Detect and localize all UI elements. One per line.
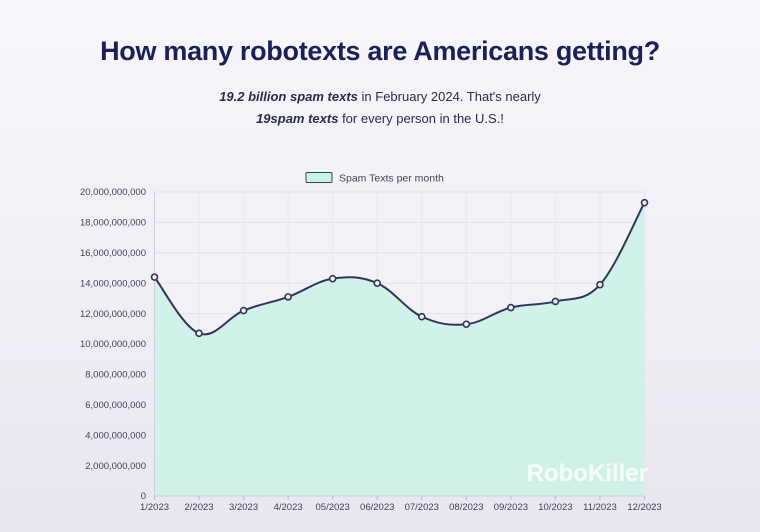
x-axis-label: 09/2023: [494, 502, 528, 513]
legend-swatch[interactable]: [305, 172, 333, 183]
x-axis-label: 3/2023: [229, 502, 258, 513]
x-axis-label: 11/2023: [583, 502, 617, 513]
x-axis-label: 4/2023: [274, 502, 303, 513]
subtitle-line-2: 19spam texts for every person in the U.S…: [0, 111, 760, 127]
axes: [154, 192, 645, 497]
y-axis-label: 20,000,000,000: [80, 187, 146, 198]
subtitle-rest-2: for every person in the U.S.!: [338, 111, 504, 126]
subtitle-emphasis-2: 19spam texts: [256, 111, 339, 126]
y-axis-label: 6,000,000,000: [85, 400, 146, 411]
y-axis-label: 18,000,000,000: [80, 218, 146, 229]
data-point[interactable]: [284, 293, 292, 301]
area-series: [153, 202, 646, 496]
robokiller-watermark: RoboKiller: [527, 460, 648, 487]
subtitle-line-1: 19.2 billion spam texts in February 2024…: [0, 89, 760, 105]
x-axis-label: 12/2023: [627, 502, 661, 513]
data-point[interactable]: [551, 297, 560, 306]
x-axis-label: 2/2023: [185, 502, 214, 513]
y-axis-label: 12,000,000,000: [80, 309, 146, 320]
data-point[interactable]: [640, 198, 649, 207]
x-axis-label: 07/2023: [405, 502, 439, 513]
x-axis-label: 05/2023: [316, 502, 350, 513]
y-axis-label: 2,000,000,000: [85, 461, 146, 472]
data-point[interactable]: [417, 312, 426, 321]
subtitle-rest-1: in February 2024. That's nearly: [357, 89, 541, 104]
y-axis-label: 0: [141, 491, 146, 502]
y-axis-label: 16,000,000,000: [80, 248, 146, 259]
y-axis-labels: 0 2,000,000,000 4,000,000,000 6,000,000,000…: [80, 187, 146, 502]
series-line: [153, 202, 646, 336]
legend-label[interactable]: Spam Texts per month: [339, 173, 444, 185]
data-point[interactable]: [195, 329, 203, 338]
y-axis-label: 10,000,000,000: [80, 339, 146, 350]
data-point-markers: [150, 198, 649, 338]
data-point[interactable]: [373, 279, 382, 288]
x-axis-label: 10/2023: [538, 502, 572, 513]
chart-legend[interactable]: Spam Texts per month: [305, 172, 444, 185]
y-axis-label: 14,000,000,000: [80, 278, 146, 289]
x-axis-label: 08/2023: [449, 502, 483, 513]
area-fill: [154, 202, 645, 496]
data-point[interactable]: [239, 306, 248, 315]
data-point[interactable]: [507, 303, 515, 312]
y-axis-label: 4,000,000,000: [85, 430, 146, 441]
data-point[interactable]: [462, 320, 471, 329]
data-point[interactable]: [328, 274, 337, 283]
data-point[interactable]: [596, 280, 604, 289]
page-title: How many robotexts are Americans getting…: [100, 36, 660, 66]
data-point[interactable]: [150, 273, 159, 281]
x-axis-labels: 1/2023 2/2023 3/2023 4/2023 05/2023 06/2023 07…: [140, 502, 662, 513]
x-axis-label: 1/2023: [140, 502, 169, 513]
x-axis-label: 06/2023: [360, 502, 394, 513]
y-axis-label: 8,000,000,000: [85, 370, 146, 381]
axis-ticks: [154, 496, 645, 500]
subtitle-emphasis-1: 19.2 billion spam texts: [219, 89, 358, 104]
